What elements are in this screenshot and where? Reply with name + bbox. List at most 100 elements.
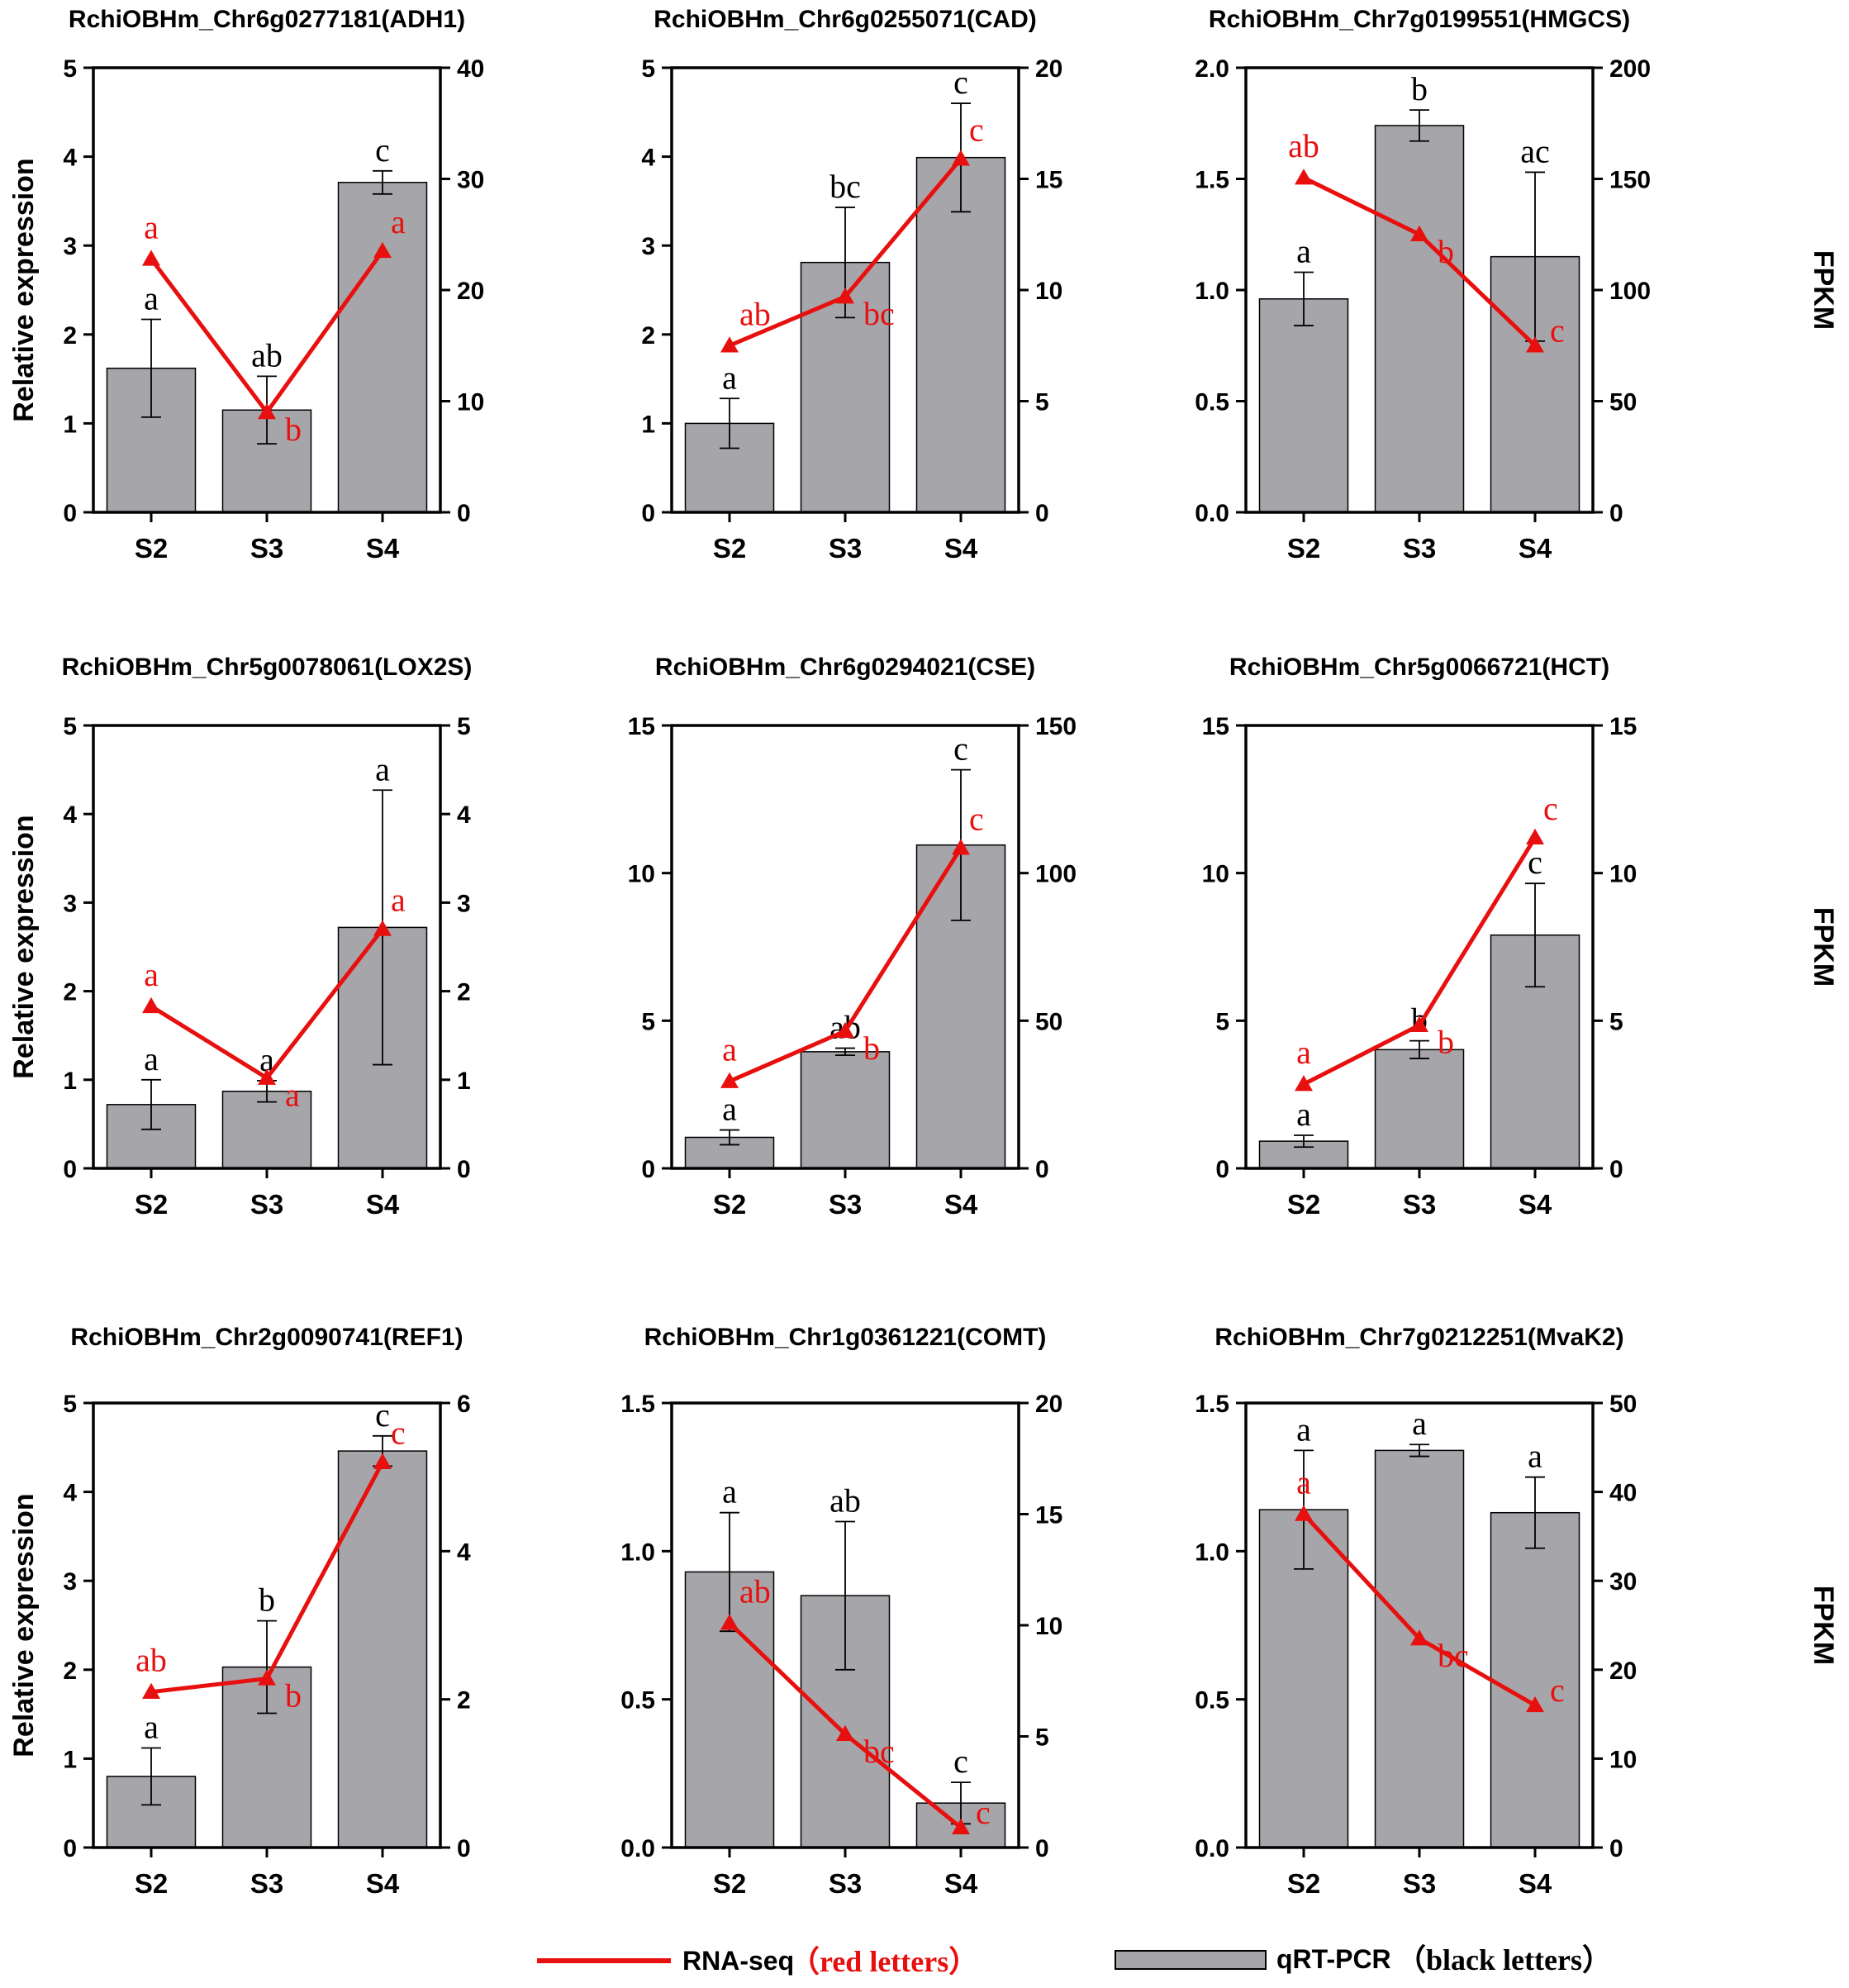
bar-significance-label: c <box>953 730 968 768</box>
bar <box>337 1450 428 1848</box>
rnaseq-point <box>1295 1505 1313 1521</box>
category-label: S4 <box>944 533 978 564</box>
right-tick-label: 20 <box>1035 1391 1062 1418</box>
category-label: S4 <box>1519 1189 1552 1220</box>
chart-title: RchiOBHm_Chr7g0199551(HMGCS) <box>1209 6 1630 33</box>
category-label: S3 <box>250 1189 283 1220</box>
rnaseq-point <box>373 1453 392 1469</box>
bar <box>800 1051 891 1169</box>
right-tick-label: 100 <box>1609 278 1651 305</box>
rnaseq-point <box>373 241 392 259</box>
chart-title: RchiOBHm_Chr6g0277181(ADH1) <box>69 6 465 33</box>
chart-panel: RchiOBHm_Chr2g0090741(REF1)abcabbc012345… <box>8 1324 471 1899</box>
chart-title: RchiOBHm_Chr2g0090741(REF1) <box>70 1324 463 1351</box>
right-tick-label: 100 <box>1035 861 1077 888</box>
rnaseq-point <box>1526 336 1544 353</box>
right-tick-label: 4 <box>457 801 471 829</box>
rnaseq-point <box>720 336 739 353</box>
left-tick-label: 5 <box>641 1008 655 1035</box>
right-tick-label: 0 <box>1035 500 1049 527</box>
bar-significance-label: a <box>1296 1096 1311 1133</box>
chart-title: RchiOBHm_Chr5g0066721(HCT) <box>1229 654 1609 681</box>
line-significance-label: a <box>722 1031 737 1068</box>
left-tick-label: 0.5 <box>1195 1687 1229 1715</box>
bar-significance-label: a <box>375 750 390 787</box>
left-tick-label: 15 <box>1202 713 1229 740</box>
left-tick-label: 3 <box>641 233 655 260</box>
right-tick-label: 0 <box>457 500 471 527</box>
right-tick-label: 10 <box>457 389 484 416</box>
category-label: S4 <box>1519 533 1552 564</box>
left-tick-label: 10 <box>628 861 655 888</box>
bar <box>337 182 428 513</box>
category-label: S4 <box>1519 1868 1552 1899</box>
rnaseq-point <box>836 288 854 304</box>
right-tick-label: 40 <box>457 55 484 83</box>
line-significance-label: a <box>144 956 159 993</box>
right-tick-label: 2 <box>457 979 471 1006</box>
left-tick-label: 1 <box>63 1746 77 1773</box>
left-tick-label: 0 <box>1215 1156 1229 1183</box>
right-tick-label: 30 <box>1609 1568 1637 1596</box>
right-tick-label: 50 <box>1609 389 1637 416</box>
line-significance-label: bc <box>1438 1637 1469 1674</box>
left-tick-label: 1 <box>63 411 77 438</box>
left-tick-label: 4 <box>63 145 77 172</box>
bar-significance-label: a <box>144 280 159 317</box>
line-significance-label: c <box>1550 1672 1565 1709</box>
right-tick-label: 3 <box>457 890 471 917</box>
bar-significance-label: c <box>375 131 390 169</box>
line-significance-label: b <box>1438 233 1454 270</box>
right-tick-label: 0 <box>457 1835 471 1862</box>
left-tick-label: 3 <box>63 1568 77 1596</box>
right-tick-label: 1 <box>457 1068 471 1095</box>
bar <box>1374 1049 1465 1169</box>
rnaseq-point <box>952 839 970 855</box>
line-significance-label: b <box>1438 1024 1454 1061</box>
bar <box>1374 125 1465 513</box>
rnaseq-point <box>142 1682 160 1699</box>
right-tick-label: 0 <box>457 1156 471 1183</box>
category-label: S4 <box>366 1868 400 1899</box>
rnaseq-point <box>1410 1629 1428 1646</box>
chart-panel: RchiOBHm_Chr5g0078061(LOX2S)a aaaaa012345… <box>8 654 472 1220</box>
right-tick-label: 40 <box>1609 1480 1637 1507</box>
category-label: S3 <box>250 1868 283 1899</box>
category-label: S3 <box>829 533 862 564</box>
left-tick-label: 0.5 <box>1195 389 1229 416</box>
bar-significance-label: c <box>375 1396 390 1434</box>
chart-panel: RchiOBHm_Chr6g0277181(ADH1)aabcaba012345… <box>8 6 484 564</box>
chart-title: RchiOBHm_Chr1g0361221(COMT) <box>644 1324 1047 1351</box>
bar-significance-label: a <box>1412 1405 1427 1442</box>
bar-significance-label: c <box>953 64 968 101</box>
rnaseq-point <box>720 1614 739 1630</box>
category-label: S3 <box>829 1189 862 1220</box>
line-significance-label: b <box>285 1677 302 1715</box>
bar-significance-label: a <box>1296 1410 1311 1448</box>
right-tick-label: 30 <box>457 167 484 194</box>
rnaseq-point <box>1295 169 1313 185</box>
right-axis-label: FPKM <box>1808 250 1839 330</box>
line-significance-label: ab <box>135 1642 167 1679</box>
rnaseq-point <box>258 1669 276 1686</box>
right-tick-label: 0 <box>1035 1835 1049 1862</box>
bar <box>1258 298 1349 513</box>
category-label: S2 <box>713 1868 746 1899</box>
left-tick-label: 4 <box>63 1480 77 1507</box>
rnaseq-point <box>1410 1015 1428 1032</box>
line-significance-label: b <box>285 411 302 448</box>
left-tick-label: 2 <box>63 322 77 350</box>
category-label: S4 <box>944 1189 978 1220</box>
left-axis-label: Relative expression <box>8 158 40 421</box>
right-tick-label: 5 <box>1035 1724 1049 1752</box>
bar-significance-label: a <box>722 1091 737 1128</box>
category-label: S4 <box>366 533 400 564</box>
legend-bar-note: （black letters） <box>1396 1943 1612 1976</box>
legend-line-label: RNA-seq <box>682 1946 794 1976</box>
bar-significance-label: a <box>144 1708 159 1745</box>
right-tick-label: 150 <box>1609 167 1651 194</box>
legend: RNA-seq （red letters） qRT-PCR （black let… <box>537 1943 1612 1978</box>
left-tick-label: 0.5 <box>620 1687 655 1715</box>
right-tick-label: 0 <box>1609 1835 1623 1862</box>
left-tick-label: 4 <box>641 145 655 172</box>
